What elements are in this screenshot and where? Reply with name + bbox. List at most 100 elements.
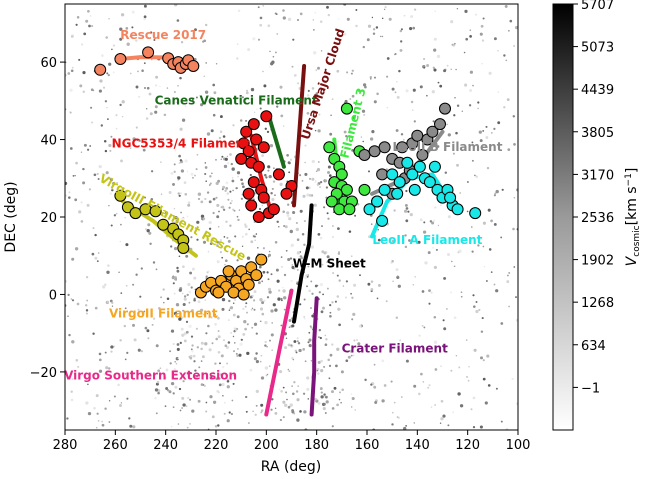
background-galaxy [156, 380, 160, 384]
annotation-label: Canes Venatici Filament [155, 94, 318, 108]
background-galaxy [256, 108, 258, 110]
background-galaxy [306, 111, 310, 115]
background-galaxy [238, 209, 241, 211]
background-galaxy [109, 178, 112, 181]
background-galaxy [91, 121, 94, 124]
background-galaxy [299, 209, 303, 213]
background-galaxy [101, 420, 103, 423]
background-galaxy [215, 377, 218, 381]
background-galaxy [458, 366, 461, 369]
background-galaxy [349, 98, 352, 100]
background-galaxy [350, 406, 353, 408]
background-galaxy [373, 385, 377, 389]
background-galaxy [278, 226, 280, 228]
background-galaxy [443, 276, 447, 280]
background-galaxy [316, 183, 320, 186]
background-galaxy [260, 403, 264, 407]
background-galaxy [456, 163, 459, 167]
background-galaxy [184, 105, 187, 108]
background-galaxy [225, 187, 229, 190]
background-galaxy [297, 341, 301, 345]
background-galaxy [177, 423, 180, 425]
background-galaxy [181, 292, 184, 295]
background-galaxy [107, 118, 109, 120]
background-galaxy [493, 37, 497, 41]
background-galaxy [374, 401, 378, 404]
background-galaxy [293, 381, 296, 384]
background-galaxy [176, 269, 180, 273]
background-galaxy [447, 133, 451, 137]
background-galaxy [173, 170, 176, 173]
background-galaxy [337, 252, 341, 255]
background-galaxy [282, 16, 286, 20]
background-galaxy [466, 375, 468, 378]
background-galaxy [115, 212, 118, 215]
background-galaxy [288, 370, 291, 373]
background-galaxy [76, 16, 80, 19]
background-galaxy [320, 50, 323, 52]
background-galaxy [157, 369, 161, 373]
background-galaxy [143, 4, 147, 8]
background-galaxy [267, 165, 271, 169]
background-galaxy [381, 17, 384, 20]
member-galaxy-point [222, 265, 235, 278]
background-galaxy [433, 340, 438, 344]
background-galaxy [271, 349, 274, 352]
background-galaxy [255, 352, 258, 355]
background-galaxy [276, 105, 279, 108]
background-galaxy [206, 191, 210, 194]
background-galaxy [351, 396, 355, 401]
background-galaxy [208, 316, 211, 319]
background-galaxy [288, 171, 291, 174]
background-galaxy [204, 172, 207, 176]
background-galaxy [318, 291, 321, 294]
background-galaxy [178, 255, 181, 258]
background-galaxy [222, 394, 224, 397]
background-galaxy [372, 28, 376, 31]
background-galaxy [187, 203, 191, 207]
background-galaxy [212, 113, 216, 117]
y-tick-label: 20 [40, 211, 57, 226]
background-galaxy [150, 170, 154, 173]
background-galaxy [112, 181, 116, 186]
background-galaxy [504, 4, 508, 8]
background-galaxy [428, 302, 431, 305]
background-galaxy [317, 360, 321, 364]
background-galaxy [147, 337, 150, 340]
background-galaxy [396, 416, 399, 419]
background-galaxy [149, 112, 153, 116]
background-galaxy [333, 386, 337, 390]
background-galaxy [296, 280, 298, 283]
background-galaxy [116, 182, 118, 184]
background-galaxy [227, 239, 231, 243]
background-galaxy [224, 401, 226, 404]
background-galaxy [87, 9, 90, 13]
background-galaxy [471, 141, 474, 144]
background-galaxy [211, 415, 215, 419]
background-galaxy [200, 103, 204, 107]
background-galaxy [136, 139, 139, 141]
background-galaxy [338, 398, 341, 401]
member-galaxy-point [391, 187, 404, 200]
background-galaxy [137, 70, 139, 73]
background-galaxy [441, 344, 445, 348]
background-galaxy [183, 181, 187, 184]
background-galaxy [70, 69, 74, 73]
background-galaxy [484, 401, 488, 405]
background-galaxy [165, 368, 169, 372]
background-galaxy [124, 217, 126, 219]
background-galaxy [310, 245, 314, 249]
background-galaxy [153, 38, 156, 42]
background-galaxy [155, 382, 159, 386]
filament-line-crater-filament [309, 296, 319, 417]
background-galaxy [289, 257, 293, 260]
background-galaxy [129, 424, 133, 428]
background-galaxy [357, 203, 360, 206]
background-galaxy [286, 214, 290, 217]
background-galaxy [170, 425, 173, 428]
background-galaxy [232, 335, 235, 338]
background-galaxy [372, 32, 376, 36]
background-galaxy [193, 360, 196, 363]
background-galaxy [112, 44, 116, 47]
background-galaxy [466, 181, 469, 183]
